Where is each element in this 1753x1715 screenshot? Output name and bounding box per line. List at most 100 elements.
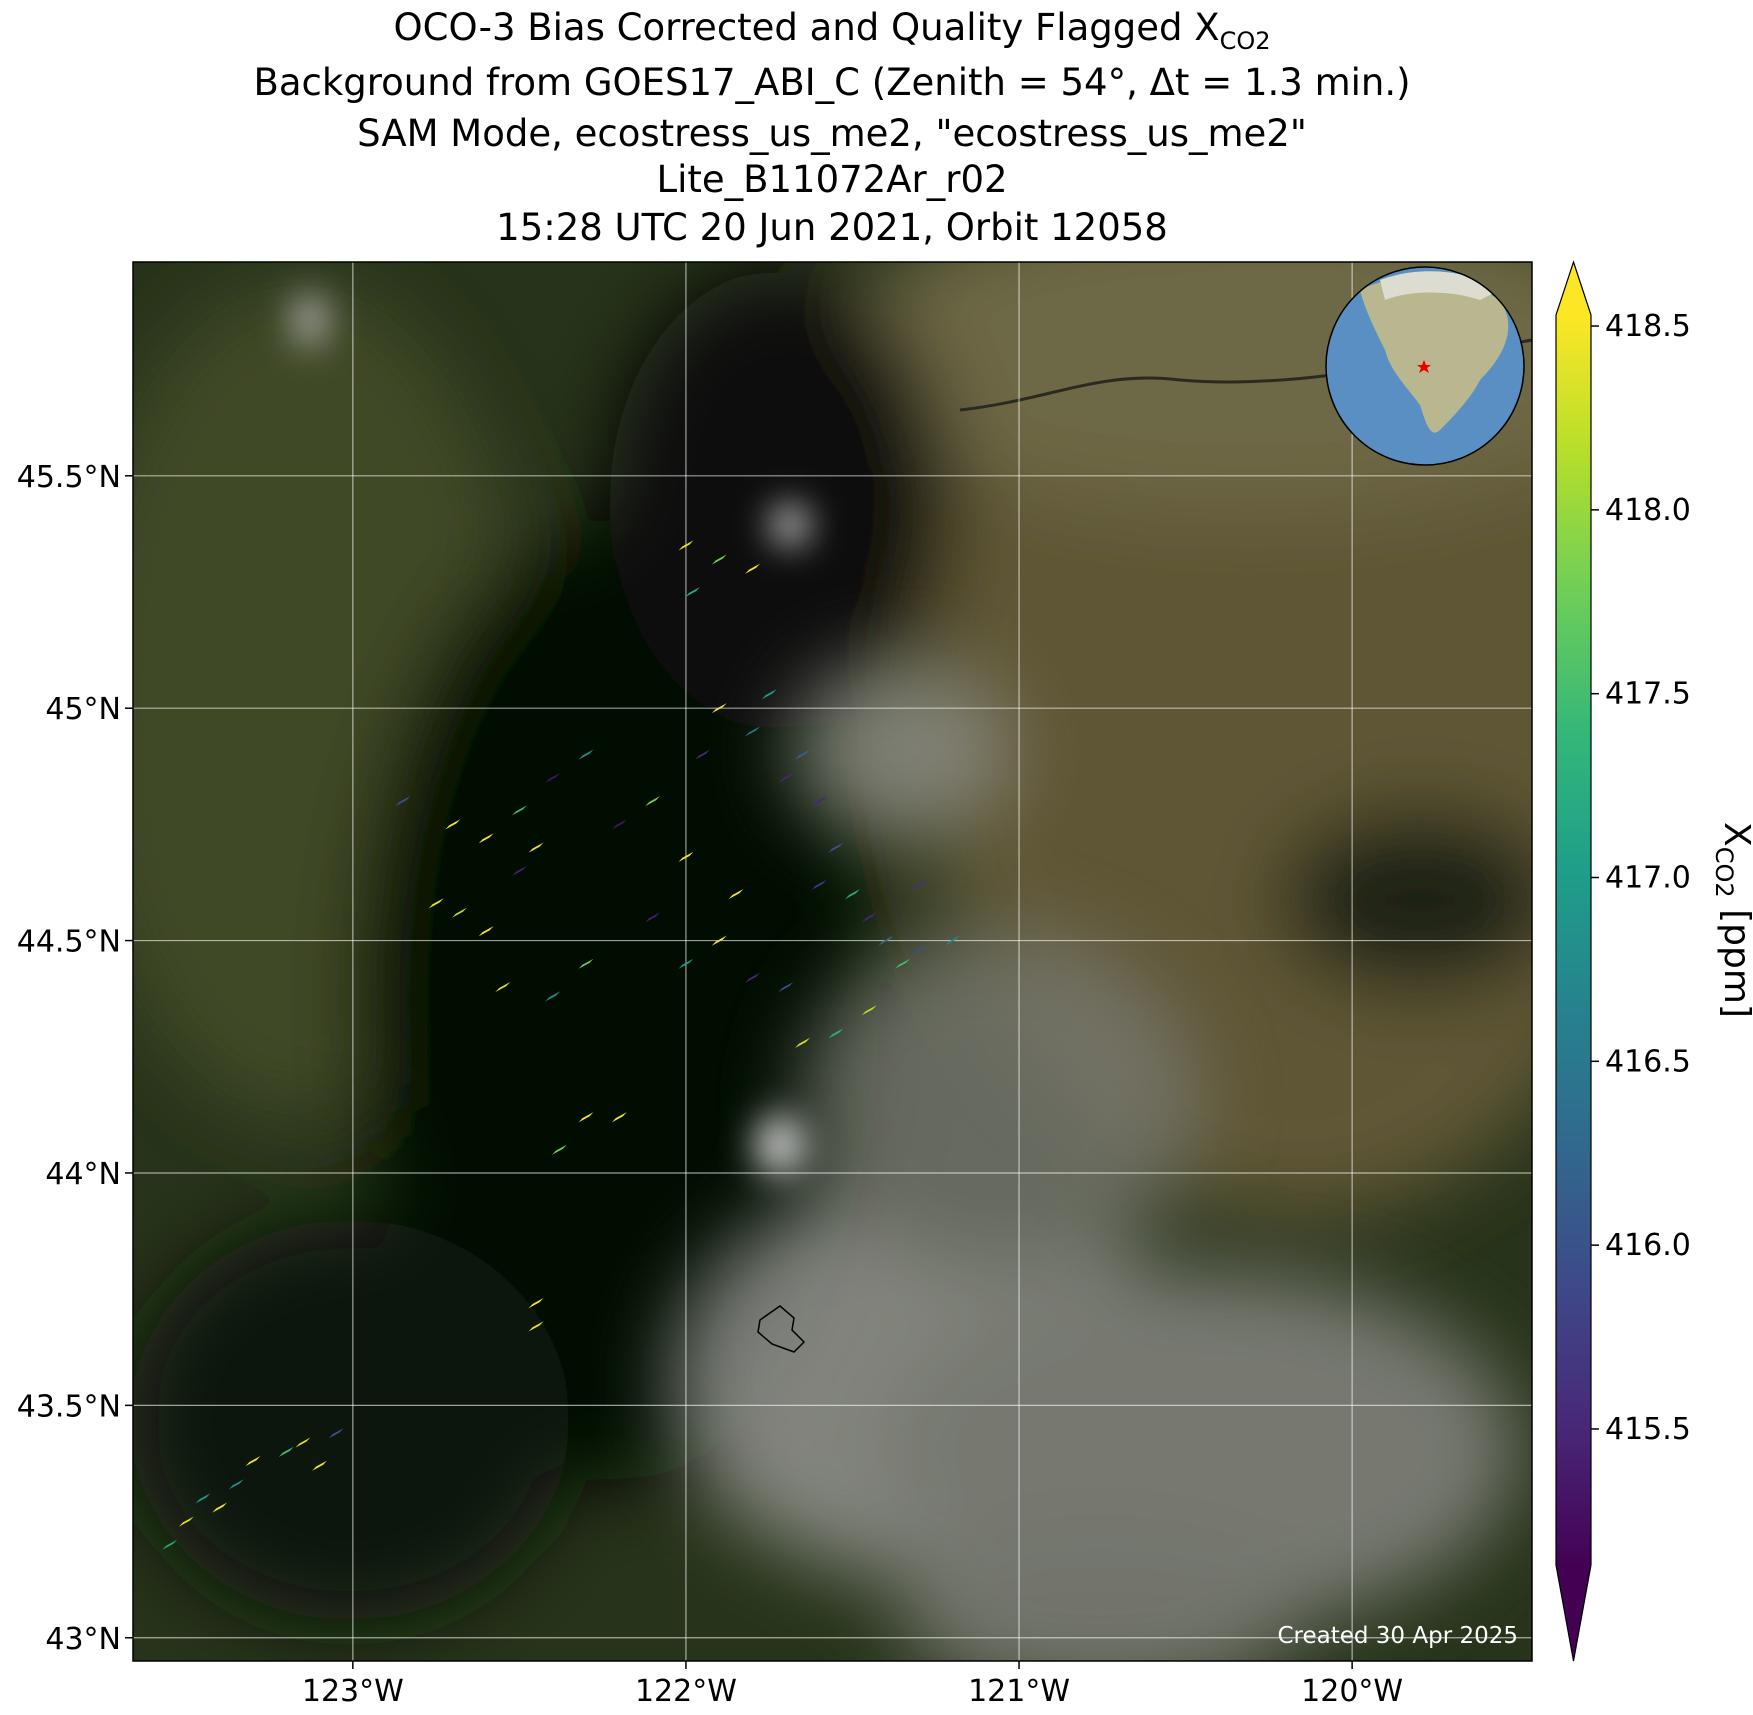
lake-outline: [757, 1305, 806, 1353]
y-tick-label: 45.5°N: [17, 460, 121, 495]
sounding: [811, 796, 827, 807]
sounding: [828, 842, 844, 853]
colorbar-tick-label: 417.0: [1605, 861, 1691, 896]
colorbar-tick-label: 416.0: [1605, 1228, 1691, 1263]
sounding: [395, 796, 411, 807]
title-line: Lite_B11072Ar_r02: [656, 158, 1007, 201]
globe-outline: [1325, 266, 1525, 466]
colorbar-outline: [1555, 260, 1592, 1662]
sounding: [678, 851, 694, 863]
sounding: [578, 958, 594, 969]
colorbar-label: XCO2 [ppm]: [1710, 822, 1753, 1018]
sounding: [428, 898, 444, 909]
title-line: SAM Mode, ecostress_us_me2, "ecostress_u…: [357, 112, 1307, 155]
colorbar-tick-label: 418.0: [1605, 493, 1691, 528]
sounding: [578, 749, 594, 760]
title-line: Background from GOES17_ABI_C (Zenith = 5…: [253, 61, 1410, 104]
background-image: Created 30 Apr 2025: [133, 262, 1532, 1661]
axes: 123°W 122°W 121°W 120°W 43°N 43.5°N 44°N 44.5°N…: [17, 460, 1403, 1709]
sounding: [645, 796, 661, 807]
sounding: [778, 981, 794, 993]
sounding: [711, 554, 727, 565]
sounding: [245, 1456, 261, 1467]
colorbar-tick-label: 417.5: [1605, 677, 1691, 712]
y-tick-label: 43°N: [45, 1622, 121, 1657]
sounding: [495, 981, 511, 993]
site-marker: [1417, 360, 1431, 373]
sounding: [212, 1502, 228, 1513]
grid: [133, 262, 1532, 1661]
title-line: 15:28 UTC 20 Jun 2021, Orbit 12058: [496, 206, 1168, 249]
x-tick-label: 122°W: [635, 1674, 737, 1709]
sounding: [745, 972, 761, 983]
sounding: [162, 1539, 178, 1550]
sounding: [745, 726, 761, 737]
colorbar-tick-label: 415.5: [1605, 1412, 1691, 1447]
sounding: [545, 991, 561, 1002]
sounding: [844, 888, 860, 900]
sounding: [795, 1037, 811, 1048]
sounding: [478, 833, 494, 844]
sounding: [761, 689, 777, 700]
sounding: [678, 540, 694, 551]
sounding: [278, 1446, 294, 1457]
sounding: [545, 772, 561, 784]
map-frame: [132, 261, 1533, 1662]
title-line: OCO-3 Bias Corrected and Quality Flagged…: [393, 6, 1270, 55]
colorbar: XCO2 [ppm] 415.5 416.0 416.5 417.0 417.5 418.…: [1555, 260, 1753, 1662]
sounding: [861, 1005, 877, 1016]
sounding: [312, 1460, 328, 1471]
sounding: [528, 1321, 544, 1332]
sounding: [445, 819, 461, 830]
sounding: [828, 1028, 844, 1039]
sounding: [478, 926, 494, 937]
sounding: [711, 703, 727, 714]
sounding: [711, 935, 727, 946]
colorbar-tick-label: 416.5: [1605, 1044, 1691, 1079]
sounding: [645, 912, 661, 923]
snow: [294, 294, 808, 1175]
sounding: [695, 749, 711, 760]
colorbar-extend-min: [1556, 1565, 1591, 1661]
x-tick-label: 123°W: [302, 1674, 404, 1709]
sounding: [611, 819, 627, 830]
sounding: [878, 935, 894, 946]
sounding: [861, 912, 877, 923]
sounding: [611, 1112, 627, 1123]
sounding: [745, 563, 761, 574]
y-tick-label: 44.5°N: [17, 925, 121, 960]
annotation: Created 30 Apr 2025: [1277, 1623, 1518, 1649]
sounding: [511, 865, 527, 876]
sounding: [778, 772, 794, 784]
sounding: [228, 1479, 244, 1490]
sounding: [195, 1493, 211, 1504]
sounding: [551, 1144, 567, 1155]
sounding: [811, 879, 827, 890]
inset-globe: [1325, 266, 1525, 466]
sounding: [911, 879, 927, 890]
sounding: [685, 586, 701, 598]
colorbar-extend-max: [1556, 262, 1591, 315]
sounding: [295, 1437, 311, 1448]
sounding: [528, 1298, 544, 1309]
y-tick-label: 45°N: [45, 692, 121, 727]
sounding: [511, 805, 527, 816]
sounding: [911, 944, 927, 955]
title: OCO-3 Bias Corrected and Quality Flagged…: [253, 6, 1410, 249]
smoke: [670, 660, 1520, 1661]
y-tick-label: 44°N: [45, 1157, 121, 1192]
y-tick-label: 43.5°N: [17, 1389, 121, 1424]
terrain: [133, 262, 1532, 1620]
x-tick-label: 120°W: [1301, 1674, 1403, 1709]
x-tick-label: 121°W: [968, 1674, 1070, 1709]
sounding: [328, 1428, 344, 1439]
sounding: [678, 958, 694, 969]
sounding: [944, 935, 960, 946]
colorbar-tick-label: 418.5: [1605, 309, 1691, 344]
sounding: [451, 907, 467, 918]
sounding: [795, 749, 811, 760]
continent: [1360, 277, 1509, 433]
sounding: [528, 842, 544, 853]
